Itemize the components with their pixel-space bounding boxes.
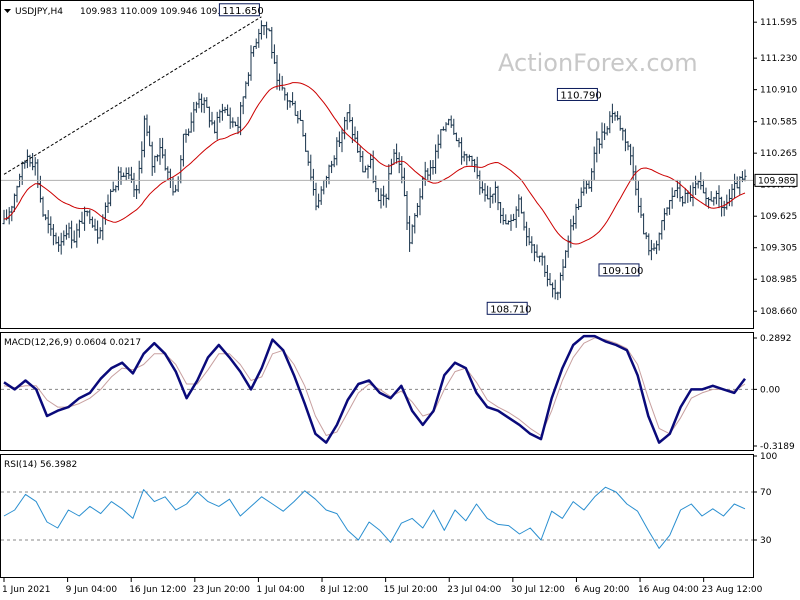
macd-tick-label: -0.3189	[760, 442, 795, 452]
time-tick-label: 15 Jul 20:00	[384, 585, 438, 595]
price-annotation-box	[598, 263, 640, 277]
rsi-series	[1, 486, 753, 549]
rsi-panel	[0, 454, 754, 578]
time-tick-label: 16 Aug 04:00	[638, 585, 699, 595]
symbol-label: USDJPY,H4	[15, 7, 63, 17]
rsi-line	[3, 486, 746, 549]
price-tick-label: 111.595	[760, 18, 797, 28]
macd-axis: 0.2892 0.00 -0.3189	[753, 334, 795, 452]
price-tick-label: 110.585	[760, 118, 797, 128]
rsi-tick-label: 100	[760, 452, 777, 462]
rsi-title: RSI(14) 56.3982	[4, 460, 77, 470]
time-tick-label: 23 Aug 12:00	[702, 585, 763, 595]
current-price-box	[754, 173, 798, 187]
macd-panel	[0, 332, 754, 451]
price-annotation-label: 110.790	[560, 90, 601, 101]
price-tick-label: 110.910	[760, 86, 797, 96]
price-annotations: 111.650 110.790 109.100 108.710	[218, 3, 643, 315]
price-tick-label: 109.625	[760, 212, 797, 222]
time-tick-label: 23 Jul 04:00	[447, 585, 501, 595]
rsi-tick-label: 30	[760, 536, 772, 546]
price-annotation-box	[218, 3, 260, 17]
price-annotation-box	[556, 87, 598, 101]
current-price-label: 109.989	[758, 176, 795, 186]
price-tick-label: 108.660	[760, 307, 797, 317]
time-tick-label: 9 Jun 04:00	[66, 585, 118, 595]
price-tick-label: 111.230	[760, 54, 797, 64]
macd-title: MACD(12,26,9) 0.0604 0.0217	[4, 338, 141, 348]
price-tick-label: 109.305	[760, 244, 797, 254]
time-tick-label: 16 Jun 12:00	[129, 585, 186, 595]
dropdown-triangle-icon[interactable]	[4, 9, 11, 13]
time-tick-label: 30 Jul 12:00	[511, 585, 565, 595]
macd-line	[3, 334, 746, 444]
time-tick-label: 1 Jun 2021	[2, 585, 50, 595]
time-axis: 1 Jun 2021 9 Jun 04:00 16 Jun 12:00 23 Jun …	[2, 578, 763, 595]
chart-header: USDJPY,H4 109.983 110.009 109.946 109.98…	[4, 7, 238, 17]
rsi-tick-label: 70	[760, 488, 772, 498]
macd-tick-label: 0.00	[760, 385, 780, 395]
moving-average-line	[3, 82, 746, 245]
price-annotation-label: 108.710	[490, 304, 531, 315]
price-series	[1, 16, 753, 301]
watermark: ActionForex.com	[498, 49, 698, 77]
time-tick-label: 6 Aug 20:00	[574, 585, 629, 595]
price-annotation-label: 111.650	[222, 6, 263, 17]
rsi-axis: 100 70 30	[753, 452, 777, 546]
macd-tick-label: 0.2892	[760, 334, 792, 344]
time-tick-label: 1 Jul 04:00	[256, 585, 305, 595]
ohlc-values: 109.983 110.009 109.946 109.989	[80, 7, 238, 17]
price-axis: 111.595 111.230 110.910 110.585 110.265 109.9…	[753, 18, 798, 317]
trend-line	[3, 16, 262, 175]
price-tick-label: 110.265	[760, 149, 797, 159]
time-tick-label: 8 Jul 12:00	[320, 585, 369, 595]
macd-series	[1, 334, 753, 444]
price-tick-label: 108.985	[760, 275, 797, 285]
time-tick-label: 23 Jun 20:00	[193, 585, 250, 595]
price-annotation-label: 109.100	[602, 266, 643, 277]
price-annotation-box	[486, 301, 528, 315]
